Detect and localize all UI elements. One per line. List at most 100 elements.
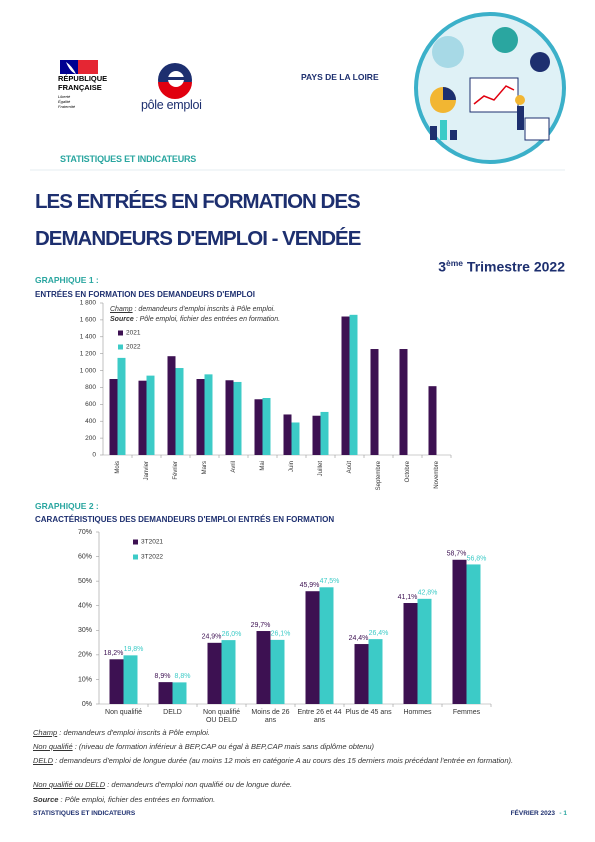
value-label: 8,8% (175, 673, 191, 680)
x-tick-label: Non qualifié (105, 709, 142, 716)
bar (207, 642, 222, 704)
bar (305, 591, 320, 704)
x-tick-label: Août (347, 461, 353, 474)
note: Champ : demandeurs d'emploi inscrits à P… (33, 728, 563, 738)
bar (417, 598, 432, 704)
x-tick-label: Septembre (376, 460, 382, 490)
note-text: : demandeurs d'emploi inscrits à Pôle em… (59, 728, 210, 737)
bar (312, 415, 321, 455)
y-tick-label: 800 (85, 384, 96, 391)
bar (341, 316, 350, 455)
value-label: 26,4% (369, 630, 389, 637)
bar (368, 639, 383, 704)
y-tick-label: 0 (92, 452, 96, 459)
x-tick-label: Plus de 45 ans (345, 709, 392, 716)
period-number: 3 (438, 258, 447, 275)
x-tick-label: Femmes (452, 709, 481, 716)
period-text: Trimestre 2022 (466, 258, 565, 275)
note-text: : Pôle emploi, fichier des entrées en fo… (60, 795, 216, 804)
x-tick-label: Novembre (434, 460, 440, 488)
chart-title: ENTRÉES EN FORMATION DES DEMANDEURS D'EM… (35, 290, 255, 299)
bar (354, 644, 369, 704)
bar (117, 357, 126, 455)
bar (109, 379, 118, 455)
value-label: 42,8% (418, 590, 438, 597)
bar (370, 349, 379, 455)
x-tick-label: Mois (115, 461, 121, 474)
pole-emploi-logo (158, 63, 192, 99)
bar (319, 587, 334, 704)
motto: Liberté (58, 94, 71, 99)
legend-swatch (133, 539, 138, 545)
y-tick-label: 1 200 (80, 350, 97, 357)
chart-note: Champ : demandeurs d'emploi inscrits à P… (110, 306, 275, 313)
value-label: 56,8% (467, 555, 487, 562)
bar (283, 414, 292, 455)
y-tick-label: 1 000 (80, 367, 97, 374)
x-tick-label: Entre 26 et 44 ans (297, 709, 342, 724)
legend-label: 3T2021 (141, 539, 163, 546)
legend-label: 3T2022 (141, 554, 163, 561)
y-tick-label: 30% (78, 627, 92, 634)
value-label: 8,9% (155, 673, 171, 680)
note-label: DELD (33, 756, 54, 765)
y-tick-label: 40% (78, 603, 92, 610)
x-tick-label: Mai (260, 461, 266, 471)
series-name: STATISTIQUES ET INDICATEURS (60, 154, 197, 164)
x-tick-label: Hommes (403, 709, 432, 716)
note: DELD : demandeurs d'emploi de longue dur… (33, 756, 563, 766)
footer-left: STATISTIQUES ET INDICATEURS (33, 810, 136, 817)
note: Source : Pôle emploi, fichier des entrée… (33, 795, 563, 805)
bar (399, 349, 408, 455)
bar (403, 603, 418, 704)
x-tick-label: DELD (163, 709, 182, 716)
note-label: Non qualifié (33, 742, 73, 751)
bar (109, 659, 124, 704)
legend-label: 2021 (126, 330, 141, 337)
y-tick-label: 400 (85, 418, 96, 425)
motto: Égalité (58, 99, 71, 104)
bar (221, 640, 236, 704)
bar (291, 422, 300, 455)
chart-label: GRAPHIQUE 1 : (35, 275, 99, 285)
x-tick-label: Mars (202, 461, 208, 474)
x-tick-label: Avril (231, 461, 237, 473)
footer-date: FÉVRIER 2023 (510, 810, 555, 817)
legend-swatch (118, 344, 123, 350)
bar (175, 368, 184, 455)
period: 3ème Trimestre 2022 (438, 258, 565, 275)
title-line: LES ENTRÉES EN FORMATION DES (35, 190, 361, 213)
x-tick-label: Février (173, 461, 179, 480)
value-label: 26,0% (222, 631, 242, 638)
note-text: : (niveau de formation inférieur à BEP,C… (74, 742, 375, 751)
note-label: Source (110, 316, 134, 323)
title-line: DEMANDEURS D'EMPLOI - VENDÉE (35, 227, 361, 250)
motto: Fraternité (58, 104, 76, 109)
x-tick-label: Juin (289, 461, 295, 472)
note: Non qualifié : (niveau de formation infé… (33, 742, 563, 752)
bar (233, 381, 242, 455)
x-tick-label: Moins de 26 ans (251, 709, 290, 724)
value-label: 18,2% (104, 650, 124, 657)
bar (167, 356, 176, 455)
y-tick-label: 70% (78, 529, 92, 536)
bar (270, 639, 285, 704)
bar (349, 314, 358, 455)
value-label: 29,7% (251, 622, 271, 629)
bar (158, 682, 173, 704)
chart-note: Source : Pôle emploi, fichier des entrée… (110, 316, 280, 323)
bar (146, 375, 155, 455)
bar (123, 655, 138, 704)
value-label: 47,5% (320, 578, 340, 585)
republic-line: RÉPUBLIQUE (58, 74, 108, 83)
note-text: : demandeurs d'emploi inscrits à Pôle em… (134, 306, 276, 313)
x-tick-label: Juillet (318, 461, 324, 477)
legend-swatch (118, 330, 123, 336)
y-tick-label: 10% (78, 676, 92, 683)
bar (138, 380, 147, 455)
note-text: : demandeurs d'emploi de longue durée (a… (55, 756, 514, 765)
note-label: Source (33, 795, 59, 804)
y-tick-label: 50% (78, 578, 92, 585)
marianne-logo (60, 60, 98, 74)
